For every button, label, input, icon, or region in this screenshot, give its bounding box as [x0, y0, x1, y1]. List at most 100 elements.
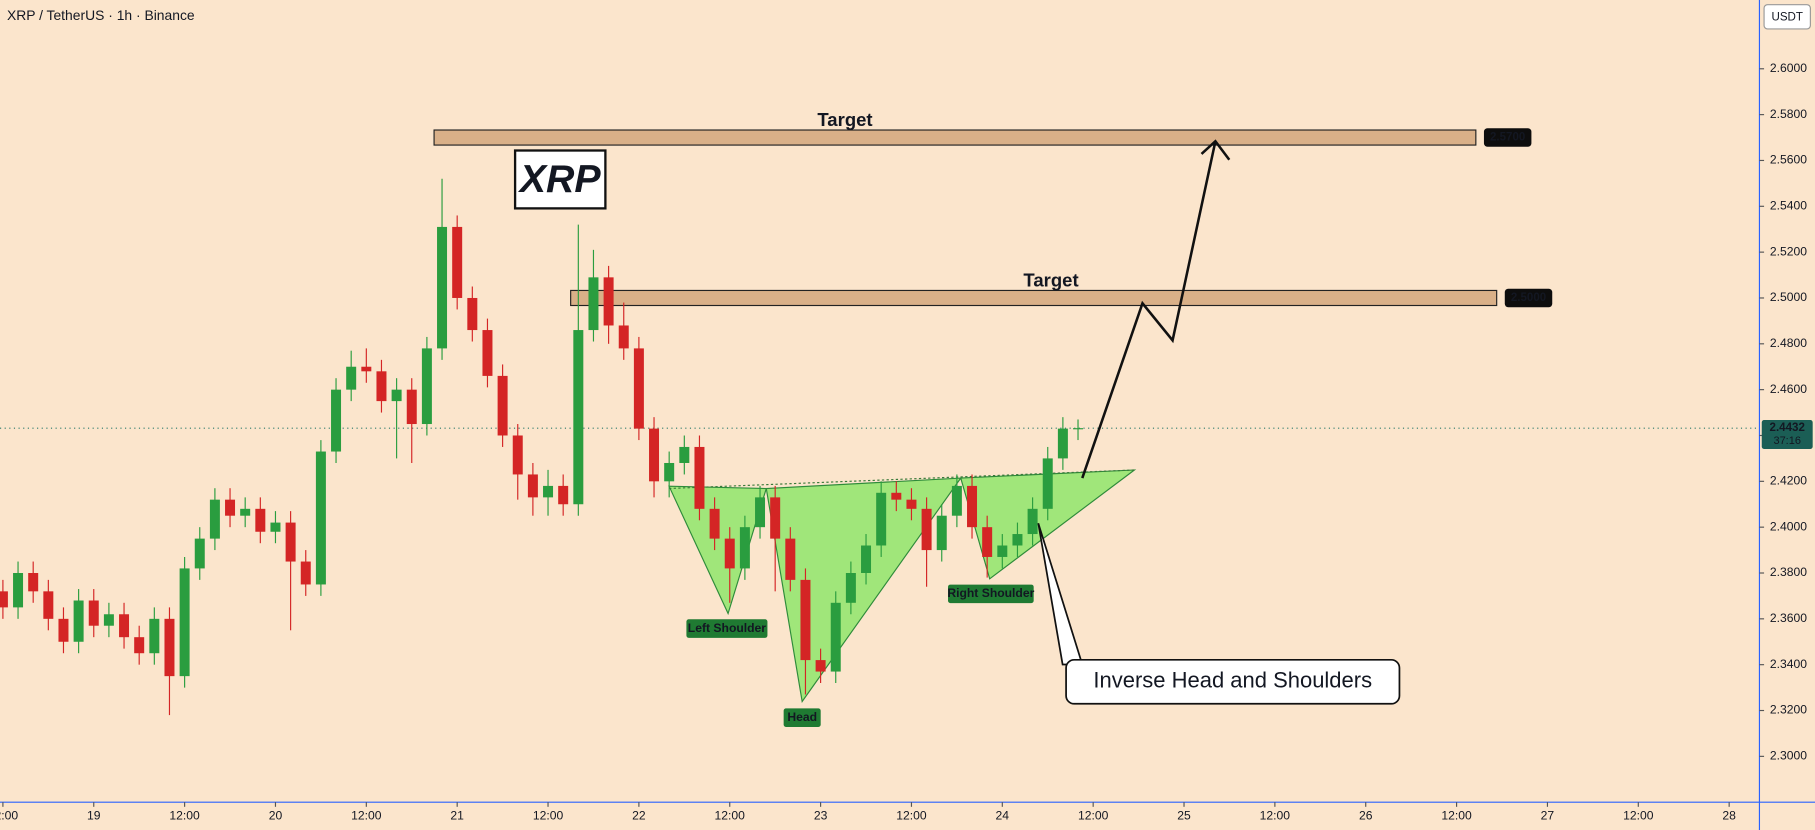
target-zone	[570, 289, 1498, 307]
x-tick-label: 21	[450, 808, 464, 822]
neckline	[669, 469, 1135, 490]
chart-title: XRP / TetherUS · 1h · Binance	[7, 7, 195, 23]
x-tick-label: 24	[996, 808, 1010, 822]
x-tick-label: 12:00	[0, 808, 18, 822]
arrow-head	[1200, 139, 1231, 161]
x-tick-label: 25	[1177, 808, 1191, 822]
candle-body	[179, 568, 190, 677]
target-price-label: 2.5700	[1490, 132, 1525, 144]
y-tick-label: 2.3600	[1770, 611, 1807, 625]
x-tick-label: 12:00	[1078, 808, 1109, 822]
candle-body	[800, 579, 811, 661]
candle-body	[618, 325, 629, 349]
candle-body	[891, 492, 902, 500]
candle-body	[770, 497, 781, 539]
candle-body	[694, 446, 705, 509]
candle-body	[1042, 458, 1053, 509]
candle-body	[603, 277, 614, 326]
candle-body	[194, 538, 205, 569]
candle-body	[149, 618, 160, 654]
candle-body	[982, 527, 993, 557]
candle-body	[997, 545, 1008, 557]
x-tick-label: 12:00	[169, 808, 200, 822]
pattern-point-label: Left Shoulder	[688, 621, 767, 635]
candle-body	[467, 297, 478, 331]
candle-body	[119, 614, 130, 638]
candle-body	[664, 462, 675, 482]
target-price-box	[1483, 128, 1532, 147]
y-tick-label: 2.4200	[1770, 474, 1807, 488]
target-label: Target	[817, 109, 872, 130]
candle-body	[1057, 428, 1068, 459]
y-tick-label: 2.5200	[1770, 244, 1807, 258]
y-tick-label: 2.3200	[1770, 703, 1807, 717]
candle-body	[845, 573, 856, 603]
callout-box	[1065, 658, 1401, 705]
candle-body	[967, 485, 978, 528]
candle-body	[543, 485, 554, 498]
candle-body	[240, 508, 251, 516]
candle-body	[724, 538, 735, 569]
candle-body	[709, 508, 720, 539]
candle-body	[876, 492, 887, 546]
candle-body	[225, 499, 236, 516]
y-tick-label: 2.4600	[1770, 382, 1807, 396]
candle-body	[452, 226, 463, 298]
candle-body	[497, 375, 508, 436]
candle-body	[739, 527, 750, 569]
candle-body	[785, 538, 796, 580]
y-tick-label: 2.3800	[1770, 565, 1807, 579]
projection-arrow	[1081, 140, 1217, 479]
x-tick-label: 19	[87, 808, 101, 822]
candle-body	[649, 428, 660, 482]
y-tick-label: 2.3400	[1770, 657, 1807, 671]
candle-body	[270, 522, 281, 532]
candle-body	[315, 451, 326, 585]
candle-body	[13, 573, 24, 608]
y-tick-label: 2.6000	[1770, 61, 1807, 75]
candle-body	[346, 366, 357, 390]
candle-body	[830, 602, 841, 672]
candle-body	[861, 545, 872, 574]
candle-body	[906, 499, 917, 509]
candle-body	[573, 330, 584, 505]
candle-body	[936, 515, 947, 551]
candle-body	[391, 389, 402, 402]
candle-body	[88, 600, 99, 626]
countdown: 37:16	[1773, 435, 1801, 447]
candle-body	[527, 474, 538, 498]
x-tick-label: 12:00	[1441, 808, 1472, 822]
pattern-name: Inverse Head and Shoulders	[1093, 668, 1372, 693]
pattern-point-label: Head	[787, 710, 817, 724]
target-price-label: 2.5000	[1511, 292, 1546, 304]
x-tick-label: 12:00	[715, 808, 746, 822]
x-tick-label: 12:00	[1623, 808, 1654, 822]
candle-body	[209, 499, 220, 539]
candle-body	[1012, 534, 1023, 546]
candle-body	[103, 614, 114, 626]
pattern-point-box	[948, 584, 1034, 604]
y-tick-label: 2.3000	[1770, 749, 1807, 763]
y-tick-label: 2.5600	[1770, 153, 1807, 167]
x-tick-label: 23	[814, 808, 828, 822]
candle-body	[28, 573, 39, 592]
last-price-box	[1761, 420, 1813, 449]
candle-body	[300, 561, 311, 585]
y-tick-label: 2.4000	[1770, 519, 1807, 533]
y-tick-label: 2.4800	[1770, 336, 1807, 350]
head-area	[765, 477, 962, 703]
x-tick-label: 12:00	[896, 808, 927, 822]
x-tick-label: 12:00	[351, 808, 382, 822]
y-tick-label: 2.5000	[1770, 290, 1807, 304]
x-tick-label: 27	[1541, 808, 1555, 822]
candle-body	[58, 618, 69, 642]
last-price-label: 2.4432	[1770, 422, 1805, 434]
candle-body	[512, 435, 523, 475]
candle-body	[376, 371, 387, 402]
candle-body	[921, 508, 932, 551]
candle-body	[331, 389, 342, 452]
target-label: Target	[1023, 270, 1078, 291]
x-tick-label: 20	[269, 808, 283, 822]
